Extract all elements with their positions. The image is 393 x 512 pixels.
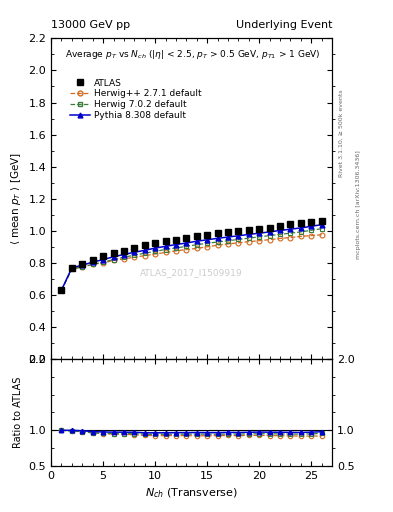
Y-axis label: $\langle$ mean $p_T$ $\rangle$ [GeV]: $\langle$ mean $p_T$ $\rangle$ [GeV] <box>9 152 23 245</box>
Text: mcplots.cern.ch [arXiv:1306.3436]: mcplots.cern.ch [arXiv:1306.3436] <box>356 151 361 259</box>
Y-axis label: Ratio to ATLAS: Ratio to ATLAS <box>13 377 23 448</box>
Text: 13000 GeV pp: 13000 GeV pp <box>51 20 130 30</box>
Text: Underlying Event: Underlying Event <box>235 20 332 30</box>
X-axis label: $N_{ch}$ (Transverse): $N_{ch}$ (Transverse) <box>145 486 238 500</box>
Text: ATLAS_2017_I1509919: ATLAS_2017_I1509919 <box>140 268 243 277</box>
Text: Average $p_T$ vs $N_{ch}$ ($|\eta|$ < 2.5, $p_T$ > 0.5 GeV, $p_{T1}$ > 1 GeV): Average $p_T$ vs $N_{ch}$ ($|\eta|$ < 2.… <box>65 48 321 61</box>
Text: Rivet 3.1.10, ≥ 500k events: Rivet 3.1.10, ≥ 500k events <box>339 89 344 177</box>
Legend: ATLAS, Herwig++ 2.7.1 default, Herwig 7.0.2 default, Pythia 8.308 default: ATLAS, Herwig++ 2.7.1 default, Herwig 7.… <box>67 75 205 123</box>
